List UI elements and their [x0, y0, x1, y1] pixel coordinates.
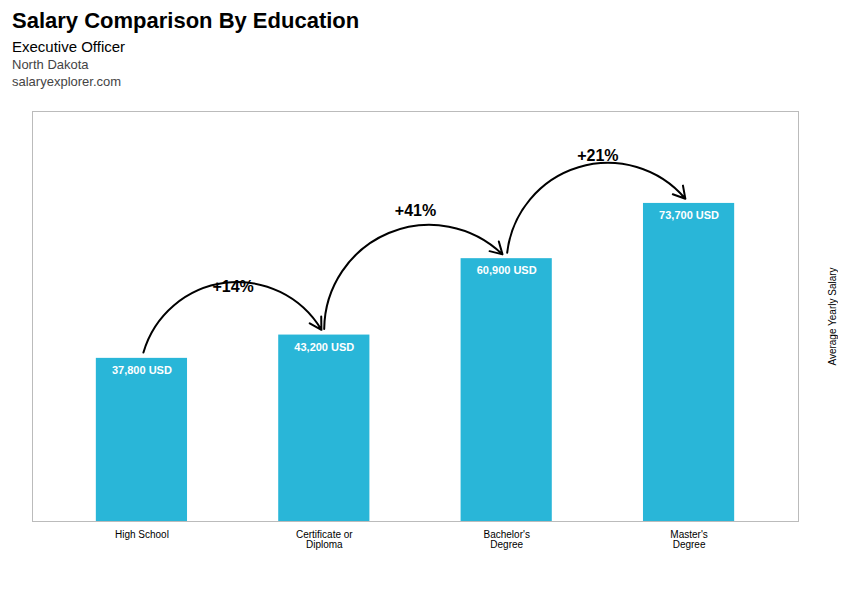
svg-text:43,200 USD: 43,200 USD: [294, 341, 354, 353]
html-text:Salary Comparison By Education: Salary Comparison By Education: [12, 8, 360, 33]
html-text:Executive Officer: Executive Officer: [12, 38, 126, 55]
svg-text:+21%: +21%: [577, 147, 618, 164]
svg-text:+14%: +14%: [212, 278, 253, 295]
html-text:North Dakota: North Dakota: [12, 57, 89, 72]
svg-text:73,700 USD: 73,700 USD: [659, 209, 719, 221]
svg-text:Average Yearly Salary: Average Yearly Salary: [827, 267, 838, 365]
html-text:salaryexplorer.com: salaryexplorer.com: [12, 74, 122, 89]
svg-text:Certificate orDiploma: Certificate orDiploma: [296, 529, 353, 550]
svg-text:37,800 USD: 37,800 USD: [112, 364, 172, 376]
svg-text:High School: High School: [115, 529, 169, 540]
svg-text:Master'sDegree: Master'sDegree: [670, 529, 707, 550]
svg-text:60,900 USD: 60,900 USD: [477, 264, 537, 276]
svg-text:+41%: +41%: [395, 202, 436, 219]
svg-text:Bachelor'sDegree: Bachelor'sDegree: [483, 529, 529, 550]
